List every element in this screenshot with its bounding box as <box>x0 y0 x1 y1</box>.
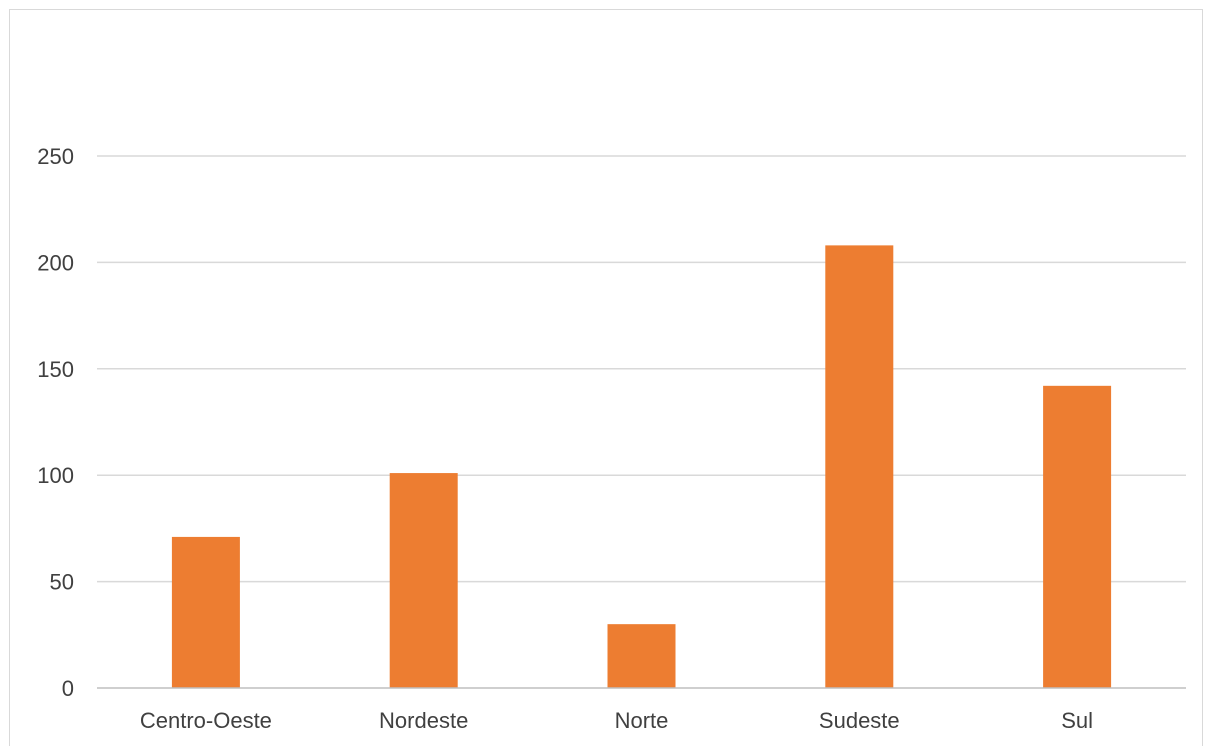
y-tick-label: 100 <box>37 463 74 488</box>
bar-sul[interactable] <box>1043 385 1112 688</box>
x-tick-label: Norte <box>615 708 669 733</box>
y-tick-label: 200 <box>37 250 74 275</box>
bar-centro-oeste[interactable] <box>171 536 240 688</box>
y-tick-label: 50 <box>50 570 74 595</box>
y-tick-labels: 0 50 100 150 200 250 <box>37 144 74 701</box>
y-tick-label: 0 <box>62 676 74 701</box>
bar-norte[interactable] <box>607 624 676 688</box>
bar-sudeste[interactable] <box>825 245 894 688</box>
x-tick-label: Nordeste <box>379 708 468 733</box>
y-tick-label: 250 <box>37 144 74 169</box>
x-tick-label: Sudeste <box>819 708 900 733</box>
bars <box>171 245 1112 688</box>
y-tick-label: 150 <box>37 357 74 382</box>
gridlines <box>97 155 1186 583</box>
x-tick-label: Sul <box>1061 708 1093 733</box>
bar-nordeste[interactable] <box>389 473 458 688</box>
x-tick-labels: Centro-Oeste Nordeste Norte Sudeste Sul <box>140 708 1093 733</box>
x-tick-label: Centro-Oeste <box>140 708 272 733</box>
